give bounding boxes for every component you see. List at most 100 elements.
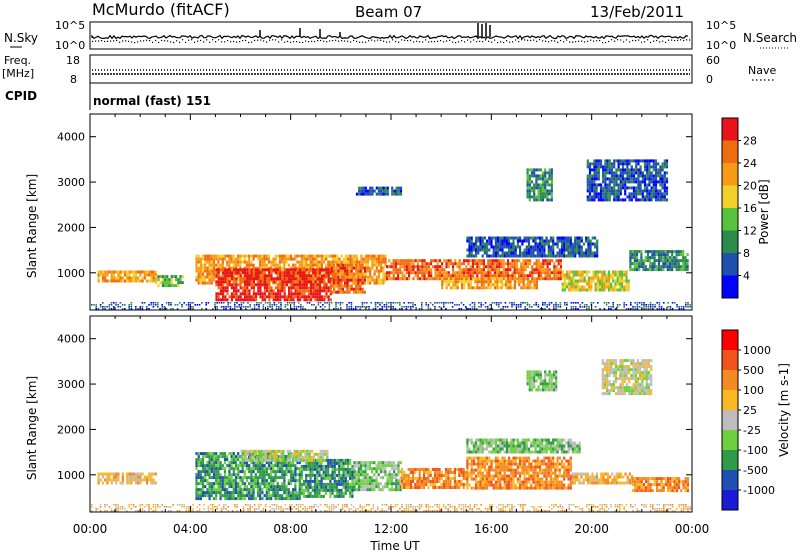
data-cell: [655, 259, 658, 263]
data-cell: [550, 189, 553, 193]
speckle-cell: [394, 302, 397, 304]
data-cell: [226, 260, 229, 264]
data-cell: [614, 279, 617, 283]
data-cell: [546, 171, 549, 175]
data-cell: [542, 259, 545, 263]
speckle-cell: [447, 504, 449, 506]
data-cell: [128, 472, 131, 476]
data-cell: [375, 257, 378, 261]
speckle-cell: [682, 306, 685, 308]
speckle-cell: [605, 510, 608, 512]
data-cell: [377, 257, 381, 261]
nsearch-dot: [350, 41, 352, 43]
data-cell: [255, 274, 258, 278]
data-cell: [330, 290, 333, 294]
data-cell: [641, 198, 644, 202]
data-cell: [544, 277, 547, 281]
data-cell: [241, 260, 244, 264]
data-cell: [565, 254, 568, 258]
speckle-cell: [115, 504, 117, 506]
data-cell: [617, 165, 620, 169]
speckle-cell: [366, 306, 368, 308]
speckle-cell: [575, 306, 577, 308]
speckle-cell: [641, 302, 643, 304]
data-cell: [126, 472, 129, 476]
speckle-cell: [438, 504, 441, 506]
speckle-cell: [473, 306, 476, 308]
data-cell: [536, 236, 539, 240]
speckle-cell: [533, 506, 535, 508]
data-cell: [524, 277, 527, 281]
data-cell: [224, 271, 227, 275]
speckle-cell: [438, 506, 441, 508]
speckle-cell: [245, 504, 247, 506]
data-cell: [654, 174, 658, 178]
data-cell: [219, 464, 222, 468]
data-cell: [331, 260, 334, 264]
speckle-cell: [546, 510, 548, 512]
speckle-cell: [370, 510, 372, 512]
speckle-cell: [500, 508, 502, 510]
data-cell: [607, 270, 610, 274]
data-cell: [493, 274, 496, 278]
data-cell: [219, 268, 222, 272]
speckle-cell: [630, 308, 632, 310]
speckle-cell: [242, 302, 245, 304]
nsearch-dot: [347, 40, 349, 42]
speckle-cell: [196, 510, 199, 512]
data-cell: [561, 273, 564, 277]
speckle-cell: [286, 304, 289, 306]
data-cell: [452, 262, 455, 266]
data-cell: [552, 236, 555, 240]
speckle-cell: [462, 510, 465, 512]
data-cell: [489, 265, 492, 269]
data-cell: [128, 478, 131, 482]
data-cell: [633, 259, 636, 263]
data-cell: [353, 254, 356, 258]
data-cell: [486, 242, 489, 246]
data-cell: [204, 281, 207, 285]
data-cell: [557, 271, 560, 275]
data-cell: [682, 265, 685, 269]
data-cell: [585, 279, 588, 283]
data-cell: [661, 195, 664, 199]
data-cell: [132, 478, 135, 482]
speckle-cell: [572, 306, 575, 308]
data-cell: [325, 295, 328, 299]
speckle-cell: [498, 306, 500, 308]
data-cell: [478, 271, 481, 275]
data-cell: [232, 260, 235, 264]
data-cell: [596, 279, 599, 283]
data-cell: [150, 279, 153, 283]
data-cell: [201, 254, 205, 258]
data-cell: [508, 251, 511, 255]
speckle-cell: [174, 304, 177, 306]
data-cell: [408, 274, 411, 278]
speckle-cell: [366, 302, 368, 304]
data-cell: [610, 192, 614, 196]
data-cell: [228, 271, 231, 275]
speckle-cell: [269, 304, 271, 306]
data-cell: [586, 198, 589, 202]
data-cell: [204, 254, 207, 258]
speckle-cell: [207, 508, 210, 510]
data-cell: [316, 257, 319, 261]
data-cell: [206, 491, 209, 495]
data-cell: [583, 270, 586, 274]
data-cell: [217, 473, 220, 477]
data-cell: [97, 472, 100, 476]
data-cell: [686, 268, 689, 272]
data-cell: [134, 478, 138, 482]
data-cell: [625, 279, 628, 283]
data-cell: [288, 292, 291, 296]
data-cell: [305, 260, 308, 264]
data-cell: [610, 177, 614, 181]
speckle-cell: [517, 504, 520, 506]
nsearch-dot: [179, 41, 181, 43]
data-cell: [610, 180, 614, 184]
data-cell: [237, 260, 240, 264]
data-cell: [644, 259, 647, 263]
data-cell: [410, 259, 413, 263]
data-cell: [614, 288, 617, 292]
data-cell: [255, 292, 258, 296]
